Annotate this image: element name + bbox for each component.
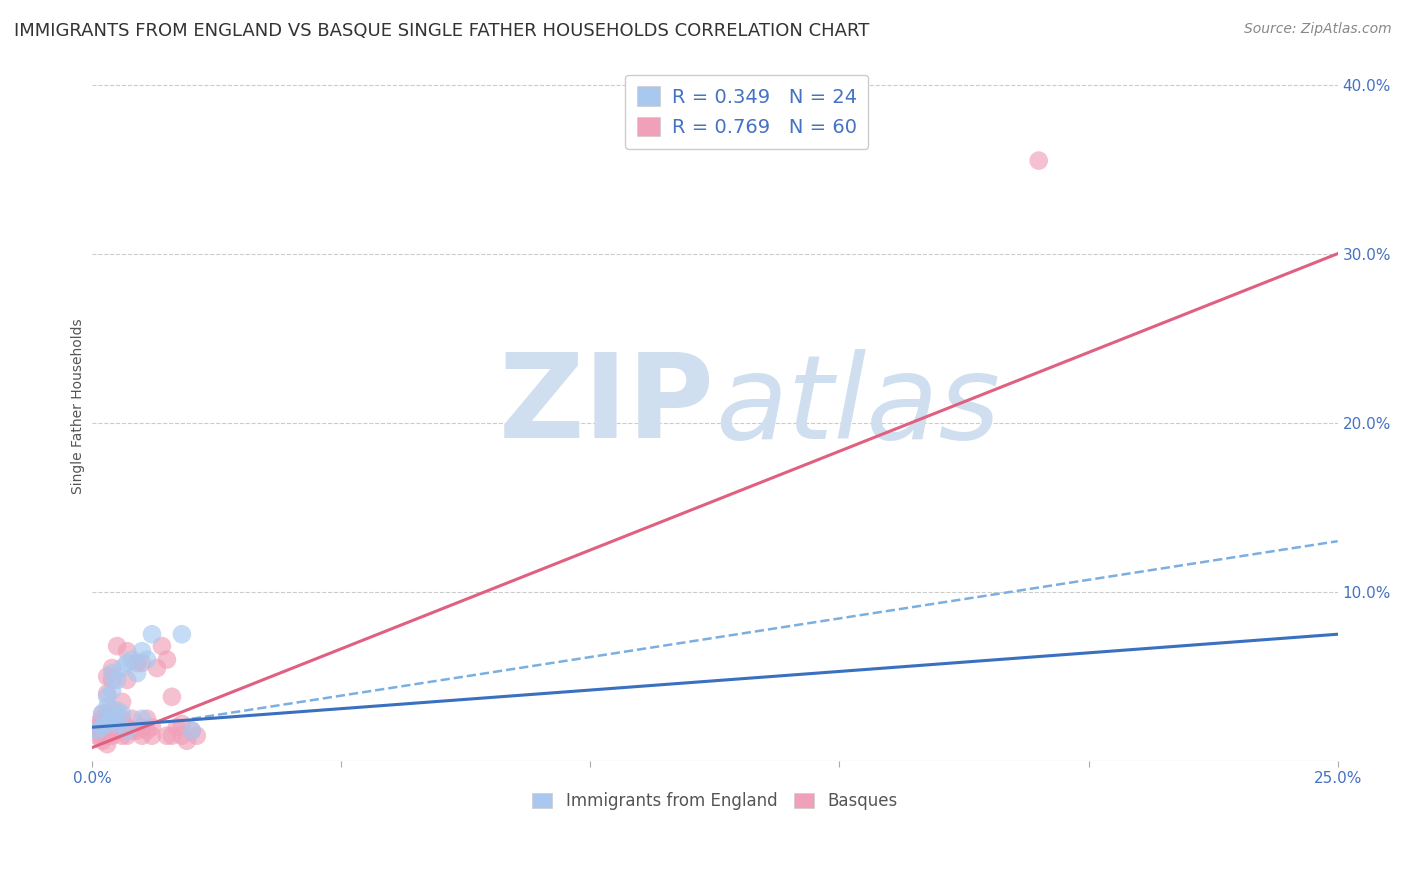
Point bbox=[136, 712, 159, 726]
Point bbox=[136, 723, 159, 738]
Point bbox=[111, 712, 134, 726]
Point bbox=[86, 729, 108, 743]
Point bbox=[146, 661, 169, 675]
Point bbox=[115, 723, 138, 738]
Y-axis label: Single Father Households: Single Father Households bbox=[72, 318, 86, 493]
Point bbox=[111, 661, 134, 675]
Point bbox=[96, 700, 118, 714]
Point bbox=[96, 690, 118, 704]
Point bbox=[125, 666, 148, 681]
Point bbox=[141, 720, 163, 734]
Point bbox=[101, 673, 124, 687]
Point bbox=[121, 652, 143, 666]
Point bbox=[101, 717, 124, 731]
Point bbox=[176, 733, 198, 747]
Point bbox=[121, 723, 143, 738]
Point bbox=[96, 686, 118, 700]
Point bbox=[91, 723, 114, 738]
Point bbox=[125, 723, 148, 738]
Point bbox=[111, 706, 134, 721]
Point bbox=[115, 720, 138, 734]
Point bbox=[86, 723, 108, 738]
Point bbox=[186, 729, 208, 743]
Point bbox=[91, 717, 114, 731]
Point bbox=[91, 706, 114, 721]
Point bbox=[156, 729, 179, 743]
Point bbox=[101, 683, 124, 698]
Point bbox=[115, 644, 138, 658]
Point bbox=[101, 729, 124, 743]
Point bbox=[101, 712, 124, 726]
Point bbox=[111, 723, 134, 738]
Point bbox=[180, 723, 202, 738]
Point bbox=[86, 720, 108, 734]
Point bbox=[131, 712, 153, 726]
Legend: Immigrants from England, Basques: Immigrants from England, Basques bbox=[526, 785, 904, 817]
Point bbox=[111, 695, 134, 709]
Text: IMMIGRANTS FROM ENGLAND VS BASQUE SINGLE FATHER HOUSEHOLDS CORRELATION CHART: IMMIGRANTS FROM ENGLAND VS BASQUE SINGLE… bbox=[14, 22, 869, 40]
Point bbox=[131, 720, 153, 734]
Point bbox=[131, 656, 153, 670]
Point bbox=[96, 723, 118, 738]
Point bbox=[141, 729, 163, 743]
Point bbox=[105, 703, 128, 717]
Point bbox=[136, 652, 159, 666]
Point bbox=[101, 661, 124, 675]
Point bbox=[160, 729, 183, 743]
Text: Source: ZipAtlas.com: Source: ZipAtlas.com bbox=[1244, 22, 1392, 37]
Point bbox=[105, 723, 128, 738]
Point bbox=[180, 723, 202, 738]
Point bbox=[96, 737, 118, 751]
Point bbox=[170, 717, 193, 731]
Point bbox=[105, 712, 128, 726]
Point bbox=[101, 720, 124, 734]
Point bbox=[156, 652, 179, 666]
Point bbox=[170, 627, 193, 641]
Point bbox=[131, 729, 153, 743]
Text: atlas: atlas bbox=[714, 349, 1000, 463]
Point bbox=[115, 729, 138, 743]
Point bbox=[141, 627, 163, 641]
Point bbox=[96, 706, 118, 721]
Point bbox=[101, 666, 124, 681]
Point bbox=[125, 656, 148, 670]
Point bbox=[91, 706, 114, 721]
Point bbox=[96, 717, 118, 731]
Point bbox=[166, 720, 188, 734]
Point bbox=[131, 644, 153, 658]
Point bbox=[115, 673, 138, 687]
Point bbox=[96, 712, 118, 726]
Point bbox=[105, 717, 128, 731]
Point bbox=[105, 717, 128, 731]
Point bbox=[96, 669, 118, 683]
Point bbox=[105, 673, 128, 687]
Point bbox=[91, 733, 114, 747]
Point bbox=[105, 639, 128, 653]
Point bbox=[170, 729, 193, 743]
Point bbox=[150, 639, 173, 653]
Point bbox=[91, 720, 114, 734]
Point bbox=[160, 690, 183, 704]
Text: ZIP: ZIP bbox=[499, 349, 714, 463]
Point bbox=[91, 729, 114, 743]
Point bbox=[86, 717, 108, 731]
Point bbox=[86, 723, 108, 738]
Point bbox=[96, 720, 118, 734]
Point bbox=[96, 729, 118, 743]
Point bbox=[115, 656, 138, 670]
Point bbox=[111, 729, 134, 743]
Point bbox=[101, 703, 124, 717]
Point bbox=[121, 712, 143, 726]
Point bbox=[91, 712, 114, 726]
Point bbox=[1028, 153, 1050, 168]
